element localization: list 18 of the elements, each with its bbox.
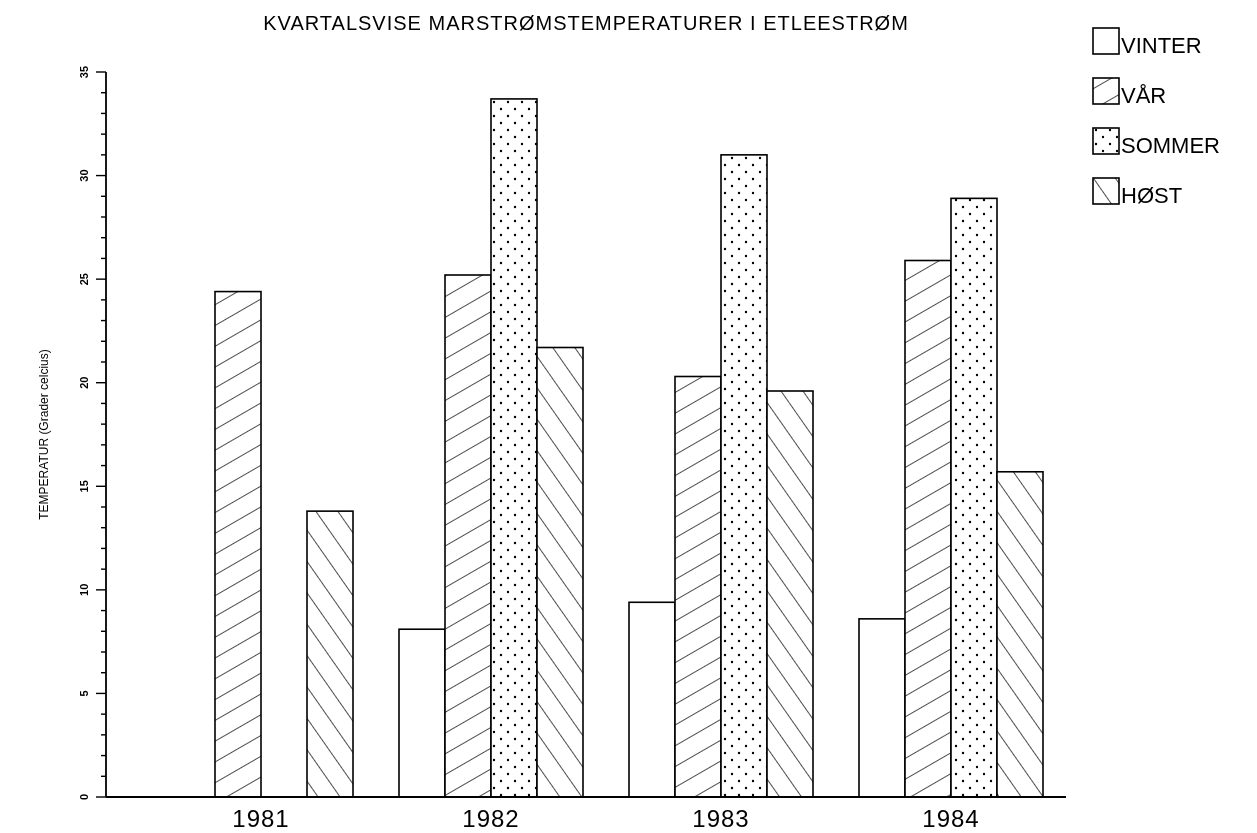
y-tick-label: 20 [78,376,90,389]
chart-title: KVARTALSVISE MARSTRØMSTEMPERATURER I ETLEESTRØM [263,12,909,34]
legend-label: VINTER [1121,33,1202,58]
y-tick-label: 25 [78,273,90,286]
x-tick-label: 1983 [692,805,750,832]
x-tick-label: 1982 [462,805,520,832]
x-tick-label: 1984 [922,805,980,832]
y-tick-label: 5 [78,690,90,697]
y-tick-label: 10 [78,583,90,596]
legend-label: VÅR [1121,83,1167,108]
legend-label: HØST [1121,183,1183,208]
y-tick-label: 30 [78,169,90,182]
y-tick-label: 0 [78,793,90,801]
y-tick-label: 15 [78,480,90,493]
y-axis-title: TEMPERATUR (Grader celcius) [37,349,51,520]
legend-label: SOMMER [1121,133,1220,158]
y-tick-label: 35 [78,65,90,79]
x-tick-label: 1981 [232,805,290,832]
